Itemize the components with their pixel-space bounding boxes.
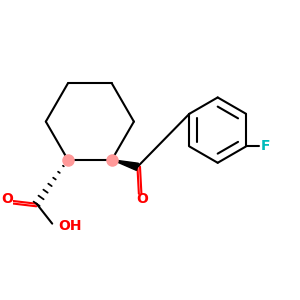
Text: OH: OH bbox=[58, 220, 81, 233]
Text: O: O bbox=[136, 193, 148, 206]
Polygon shape bbox=[112, 160, 138, 170]
Text: O: O bbox=[1, 192, 13, 206]
Text: F: F bbox=[261, 140, 270, 153]
